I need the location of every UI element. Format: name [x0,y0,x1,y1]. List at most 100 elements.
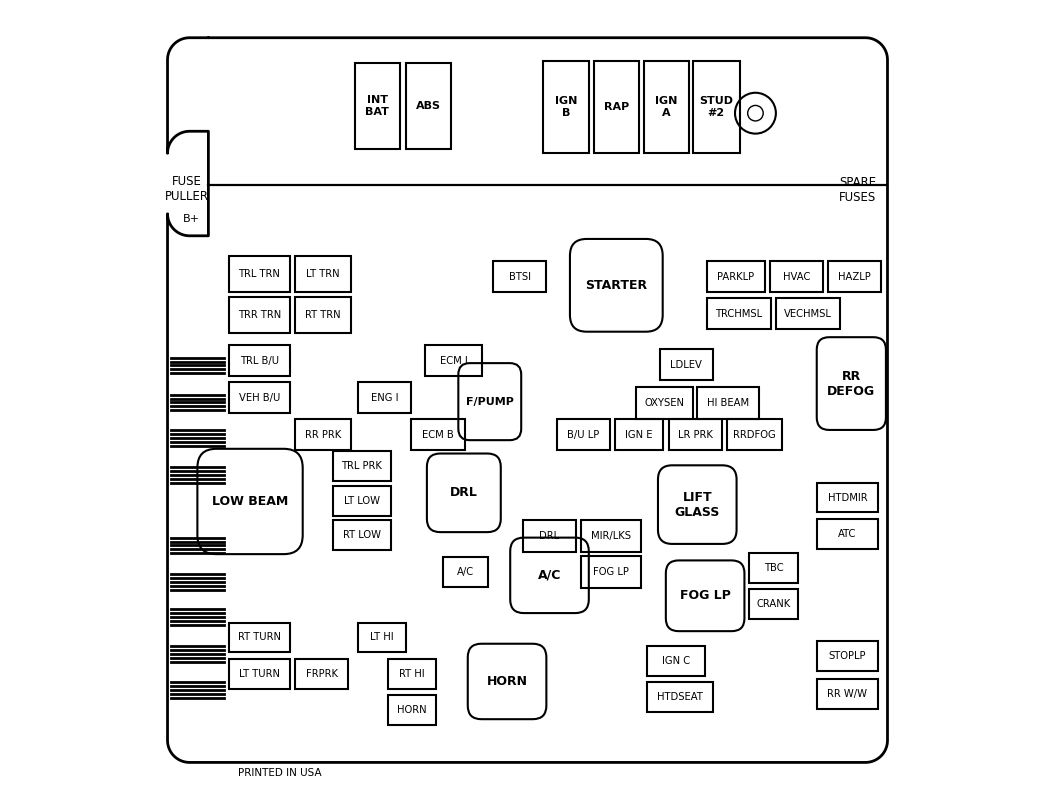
Bar [749,553,798,583]
Bar [294,297,351,333]
Text: VECHMSL: VECHMSL [784,309,832,318]
Text: CRANK: CRANK [756,600,790,609]
Bar [775,298,841,329]
Bar [229,382,290,413]
Bar [669,419,723,450]
Bar [647,682,713,712]
Text: FRPRK: FRPRK [306,669,338,678]
Bar [332,451,390,481]
Bar [332,520,390,550]
Text: RR W/W: RR W/W [827,689,867,699]
Text: RT TURN: RT TURN [238,633,281,642]
Bar [406,63,452,149]
Text: DRL: DRL [449,487,478,499]
Text: HORN: HORN [397,705,427,714]
Text: HI BEAM: HI BEAM [707,399,749,408]
Bar [697,387,759,419]
Bar [727,419,782,450]
Text: RR PRK: RR PRK [305,430,341,439]
Bar [749,590,798,619]
Bar [294,659,348,689]
Text: HAZLP: HAZLP [838,272,870,281]
Bar [493,261,546,292]
Text: LDLEV: LDLEV [670,360,703,369]
Bar [636,387,692,419]
Bar [294,419,351,450]
Text: BTSI: BTSI [509,272,531,281]
Bar [594,61,639,153]
Bar [229,256,290,292]
Text: FUSE
PULLER: FUSE PULLER [166,174,209,203]
Bar [229,345,290,376]
Text: ATC: ATC [839,529,857,538]
Text: VEH B/U: VEH B/U [238,393,281,402]
Bar [332,486,390,516]
Bar [354,63,400,149]
Text: FOG LP: FOG LP [679,590,730,602]
Text: LT HI: LT HI [370,633,394,642]
Text: A/C: A/C [538,569,561,582]
Bar [387,659,437,689]
Text: ECM B: ECM B [422,430,454,439]
Bar [707,298,771,329]
Text: STOPLP: STOPLP [828,652,866,661]
Text: LT TURN: LT TURN [239,669,280,678]
Bar [358,623,406,652]
Text: OXYSEN: OXYSEN [645,399,685,408]
Bar [543,61,589,153]
Text: PARKLP: PARKLP [717,272,754,281]
Text: STUD
#2: STUD #2 [699,96,733,118]
Text: IGN
A: IGN A [655,96,677,118]
Bar [828,261,881,292]
Bar [817,483,878,512]
Text: RT LOW: RT LOW [343,531,381,540]
Text: TRL B/U: TRL B/U [239,356,279,365]
Text: DRL: DRL [539,531,559,541]
Bar [707,261,765,292]
Text: IGN E: IGN E [626,430,653,439]
Text: IGN
B: IGN B [555,96,577,118]
Text: HTDSEAT: HTDSEAT [657,692,703,702]
Bar [817,679,878,709]
Bar [647,646,705,676]
Text: LT LOW: LT LOW [344,496,380,505]
Text: PRINTED IN USA: PRINTED IN USA [238,769,322,778]
Text: TBC: TBC [764,564,783,573]
Text: TRL PRK: TRL PRK [341,461,382,471]
Bar [557,419,610,450]
Text: LIFT
GLASS: LIFT GLASS [674,490,720,519]
Bar [692,61,740,153]
Bar [387,695,437,725]
Text: TRR TRN: TRR TRN [237,310,281,320]
Bar [294,256,351,292]
Text: MIR/LKS: MIR/LKS [591,531,631,541]
Text: STARTER: STARTER [586,279,648,292]
Text: TRCHMSL: TRCHMSL [715,309,763,318]
Bar [443,557,488,587]
Text: F/PUMP: F/PUMP [466,397,514,406]
Text: LT TRN: LT TRN [306,270,340,279]
Text: IGN C: IGN C [661,656,690,666]
Bar [769,261,823,292]
Text: ABS: ABS [416,101,441,111]
Text: A/C: A/C [457,567,474,577]
Text: INT
BAT: INT BAT [365,95,389,117]
Bar [817,641,878,671]
Text: B/U LP: B/U LP [568,430,599,439]
Bar [425,345,482,376]
Text: B+: B+ [184,214,200,223]
Text: RT HI: RT HI [399,669,425,678]
Text: HTDMIR: HTDMIR [827,493,867,502]
Bar [411,419,464,450]
Text: TRL TRN: TRL TRN [238,270,281,279]
Text: ENG I: ENG I [370,393,398,402]
Text: LR PRK: LR PRK [678,430,713,439]
Bar [358,382,411,413]
Text: ECM I: ECM I [440,356,467,365]
Text: HORN: HORN [486,675,528,688]
Bar [229,659,290,689]
Bar [523,520,576,552]
Bar [581,556,640,588]
Bar [581,520,640,552]
Text: RR
DEFOG: RR DEFOG [827,369,876,398]
